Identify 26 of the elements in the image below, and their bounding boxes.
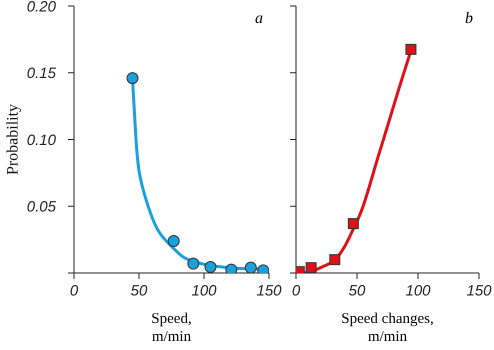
point: [405, 44, 416, 55]
y-tick-label: 0.05: [26, 198, 57, 216]
x-tick-label: 50: [130, 282, 148, 300]
point: [348, 218, 359, 230]
point: [244, 262, 257, 273]
x-axis-title: Speed, m/min: [151, 310, 192, 346]
point: [204, 260, 216, 273]
point: [187, 258, 200, 270]
point: [306, 262, 317, 273]
x-tick-label: 150: [256, 282, 282, 300]
point: [329, 254, 340, 266]
x-tick-label: 100: [405, 282, 432, 300]
x-tick-label: 100: [191, 282, 218, 300]
y-axis-title: Probability: [4, 104, 22, 176]
x-tick-label: 50: [348, 282, 366, 300]
chart-title: a: [255, 10, 263, 28]
y-tick-label: 0.15: [26, 65, 57, 82]
x-tick-label: 150: [466, 282, 492, 300]
chart-title: b: [465, 10, 473, 28]
point: [126, 72, 138, 84]
y-tick-label: 0.20: [26, 0, 57, 16]
x-tick-label: 0: [70, 282, 79, 300]
point: [168, 234, 180, 247]
x-axis-title: Speed changes, m/min: [341, 310, 434, 346]
y-tick-label: 0.10: [26, 132, 57, 149]
x-tick-label: 0: [292, 282, 301, 300]
